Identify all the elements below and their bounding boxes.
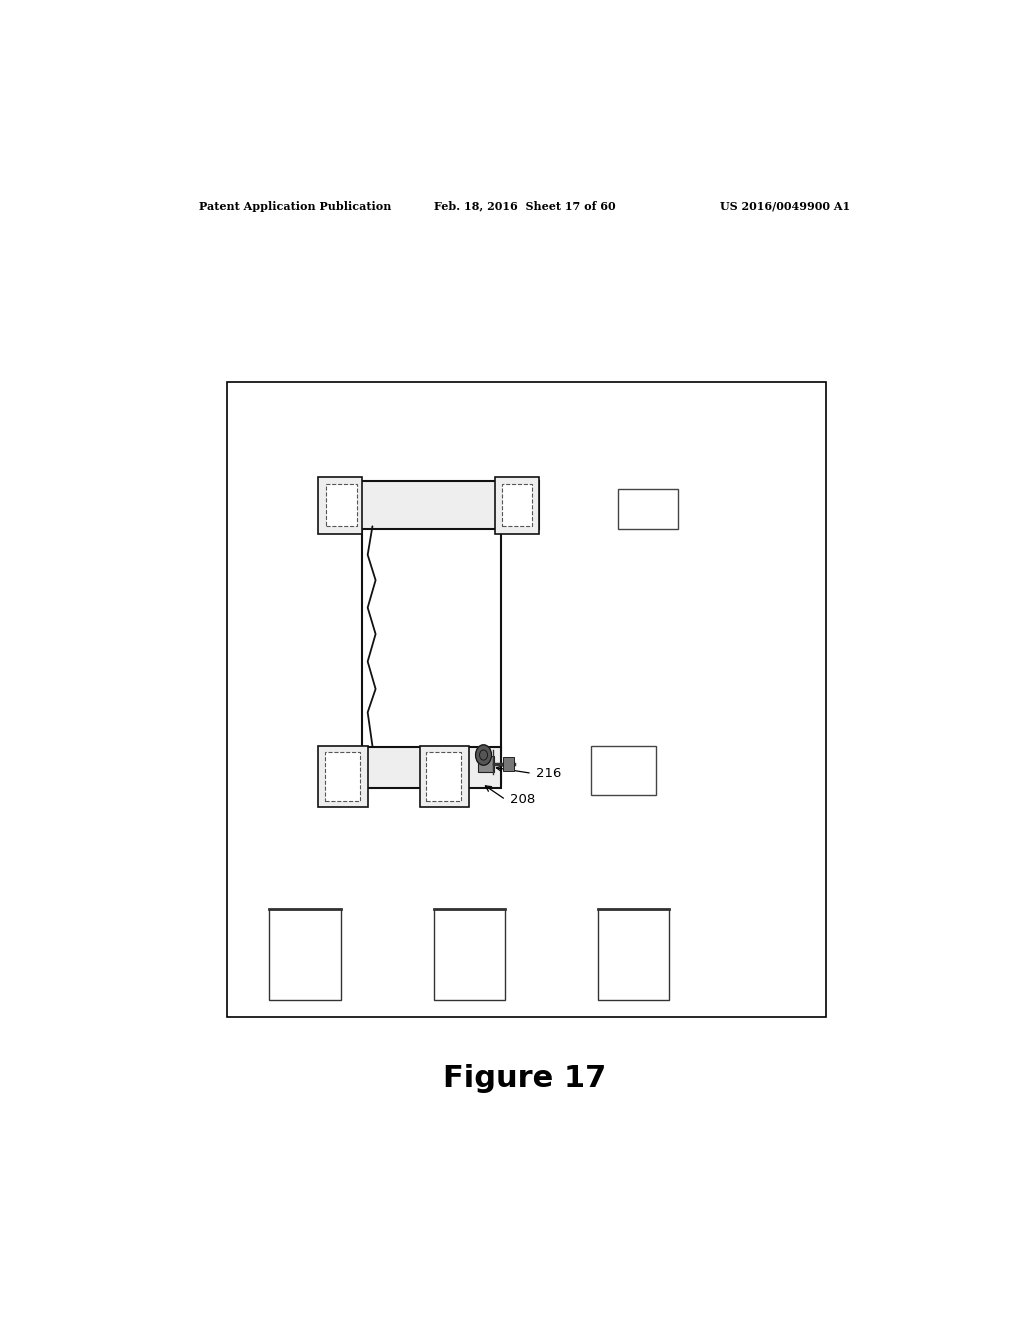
Bar bbox=[327, 483, 356, 527]
Circle shape bbox=[475, 744, 492, 766]
Bar bbox=[426, 752, 461, 801]
Bar bbox=[591, 746, 655, 795]
Bar bbox=[433, 908, 505, 1001]
Bar bbox=[318, 746, 368, 807]
Bar bbox=[618, 488, 678, 529]
Bar bbox=[504, 758, 514, 771]
Bar bbox=[227, 381, 826, 1018]
Bar bbox=[362, 524, 501, 784]
Bar bbox=[598, 908, 670, 1001]
Text: Patent Application Publication: Patent Application Publication bbox=[200, 201, 392, 211]
Bar bbox=[496, 477, 539, 535]
Bar bbox=[478, 756, 494, 772]
Text: 216: 216 bbox=[536, 767, 561, 780]
Text: 208: 208 bbox=[510, 793, 535, 807]
Text: Feb. 18, 2016  Sheet 17 of 60: Feb. 18, 2016 Sheet 17 of 60 bbox=[434, 201, 615, 211]
Bar bbox=[344, 747, 501, 788]
Bar bbox=[325, 752, 359, 801]
Bar bbox=[420, 746, 469, 807]
Bar bbox=[269, 908, 341, 1001]
Text: US 2016/0049900 A1: US 2016/0049900 A1 bbox=[720, 201, 850, 211]
Bar bbox=[318, 477, 362, 535]
Bar bbox=[502, 483, 531, 527]
Bar bbox=[333, 480, 539, 529]
Text: Figure 17: Figure 17 bbox=[443, 1064, 606, 1093]
